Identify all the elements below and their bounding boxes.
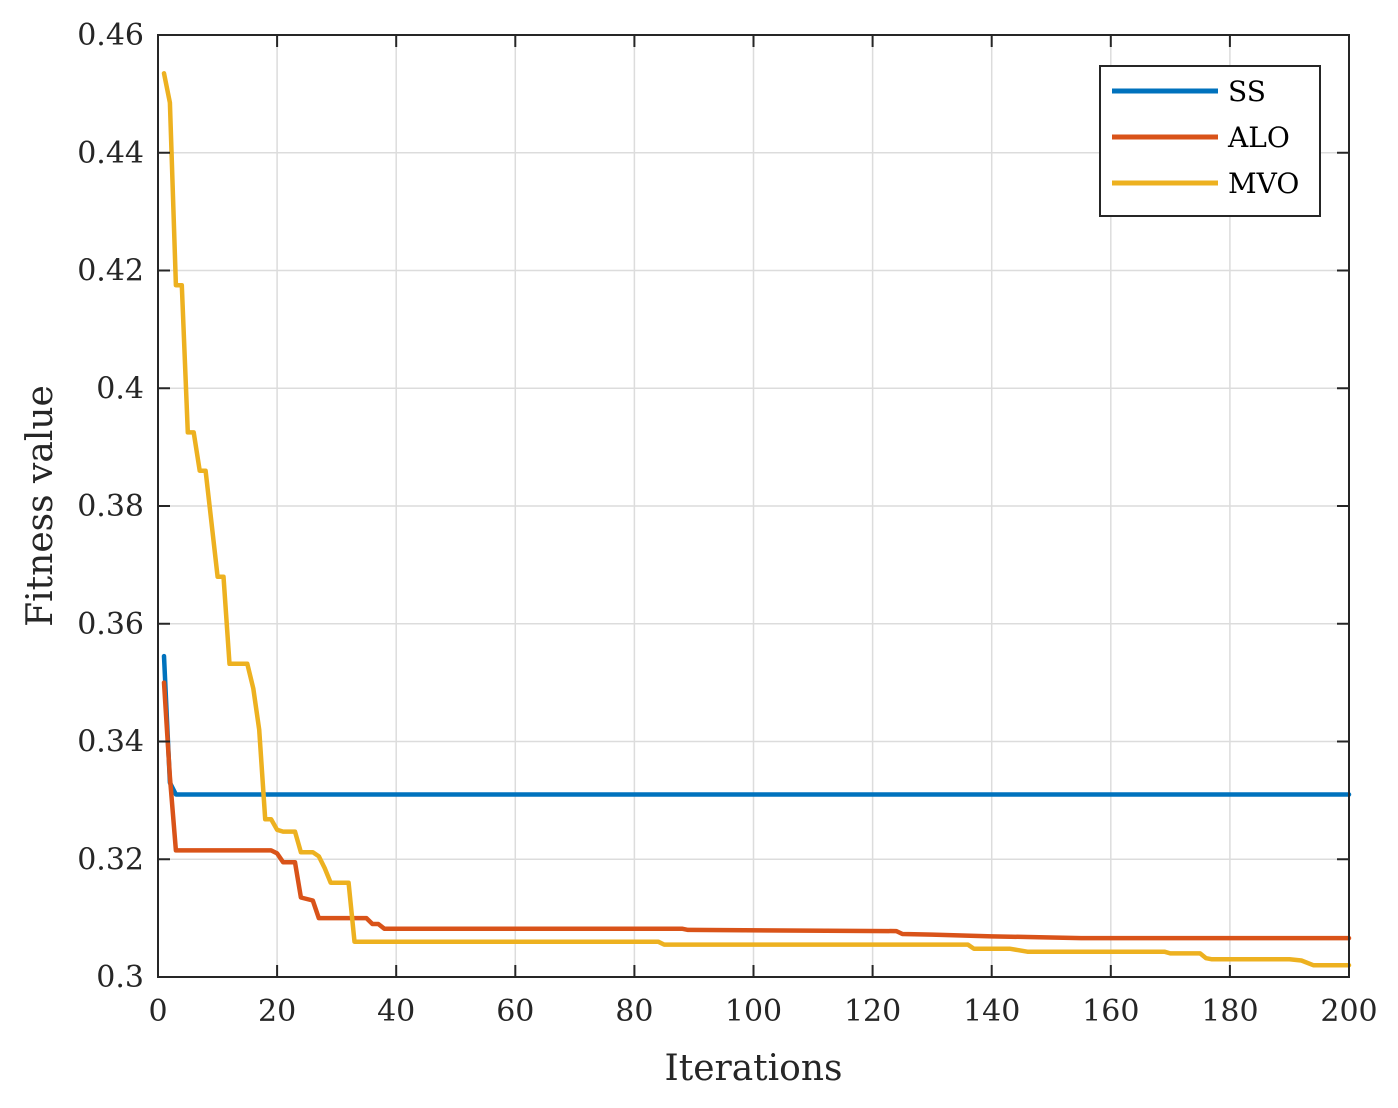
legend-label-alo: ALO bbox=[1227, 121, 1290, 154]
y-tick-label: 0.3 bbox=[96, 960, 144, 995]
y-tick-label: 0.38 bbox=[77, 489, 144, 524]
y-tick-label: 0.46 bbox=[77, 18, 144, 53]
series-line-alo bbox=[161, 680, 1352, 941]
y-axis-title: Fitness value bbox=[20, 385, 61, 627]
x-tick-label: 120 bbox=[844, 994, 901, 1029]
y-tick-label: 0.32 bbox=[77, 842, 144, 877]
x-tick-label: 180 bbox=[1201, 994, 1258, 1029]
x-tick-label: 0 bbox=[148, 994, 167, 1029]
y-tick-label: 0.42 bbox=[77, 254, 144, 289]
x-tick-label: 160 bbox=[1082, 994, 1139, 1029]
x-tick-label: 60 bbox=[496, 994, 534, 1029]
y-tick-label: 0.34 bbox=[77, 725, 144, 760]
x-tick-label: 80 bbox=[615, 994, 653, 1029]
axis-ticks: 0 20 40 60 80 100 120 140 160 180 200 0.3 0.32 0.34 0.… bbox=[77, 18, 1377, 1029]
legend-label-mvo: MVO bbox=[1228, 167, 1299, 200]
x-tick-label: 40 bbox=[377, 994, 415, 1029]
x-tick-label: 200 bbox=[1320, 994, 1377, 1029]
x-axis-title: Iterations bbox=[665, 1048, 843, 1089]
y-tick-label: 0.4 bbox=[96, 371, 144, 406]
x-tick-label: 20 bbox=[258, 994, 296, 1029]
grid bbox=[158, 35, 1349, 977]
series-line-mvo bbox=[161, 71, 1352, 968]
series-line-ss bbox=[161, 653, 1352, 797]
x-tick-label: 100 bbox=[725, 994, 782, 1029]
y-tick-label: 0.36 bbox=[77, 607, 144, 642]
x-tick-label: 140 bbox=[963, 994, 1020, 1029]
legend: SS ALO MVO bbox=[1099, 65, 1321, 217]
legend-label-ss: SS bbox=[1228, 75, 1266, 108]
plot-series bbox=[161, 71, 1352, 968]
y-tick-label: 0.44 bbox=[77, 136, 144, 171]
